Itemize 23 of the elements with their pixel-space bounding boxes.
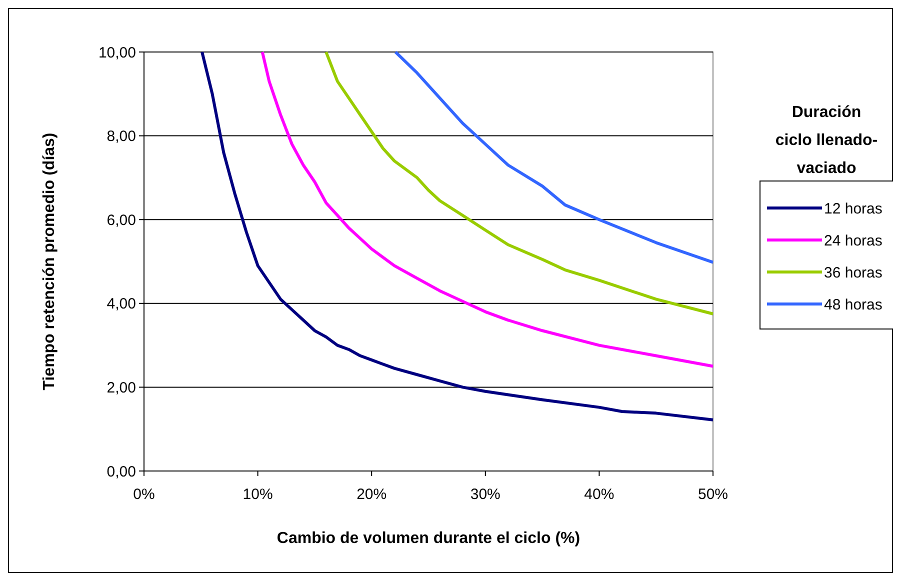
legend-label: 24 horas bbox=[824, 232, 882, 250]
y-tick-label: 8,00 bbox=[106, 128, 136, 146]
line-series bbox=[324, 50, 714, 316]
legend-title: Duración ciclo llenado-vaciado bbox=[775, 104, 878, 177]
x-tick-label: 50% bbox=[698, 486, 728, 503]
legend-label: 36 horas bbox=[824, 264, 882, 282]
legend-label: 48 horas bbox=[824, 296, 882, 314]
y-tick-label: 2,00 bbox=[106, 379, 136, 396]
y-tick-label: 6,00 bbox=[106, 212, 136, 229]
x-tick-label: 40% bbox=[584, 486, 614, 503]
legend-label: 12 horas bbox=[824, 200, 882, 218]
y-axis-title: Tiempo retención promedio (días) bbox=[41, 132, 58, 390]
x-tick-label: 30% bbox=[470, 486, 500, 503]
y-tick-label: 4,00 bbox=[106, 296, 136, 313]
y-tick-label: 10,00 bbox=[98, 44, 136, 62]
line-series bbox=[394, 50, 714, 264]
line-series bbox=[260, 50, 714, 368]
x-tick-label: 0% bbox=[133, 486, 155, 503]
x-axis-title: Cambio de volumen durante el ciclo (%) bbox=[276, 530, 580, 547]
x-tick-label: 20% bbox=[356, 486, 387, 503]
line-series bbox=[200, 50, 714, 422]
y-tick-label: 0,00 bbox=[106, 463, 136, 480]
x-tick-label: 10% bbox=[242, 486, 273, 503]
